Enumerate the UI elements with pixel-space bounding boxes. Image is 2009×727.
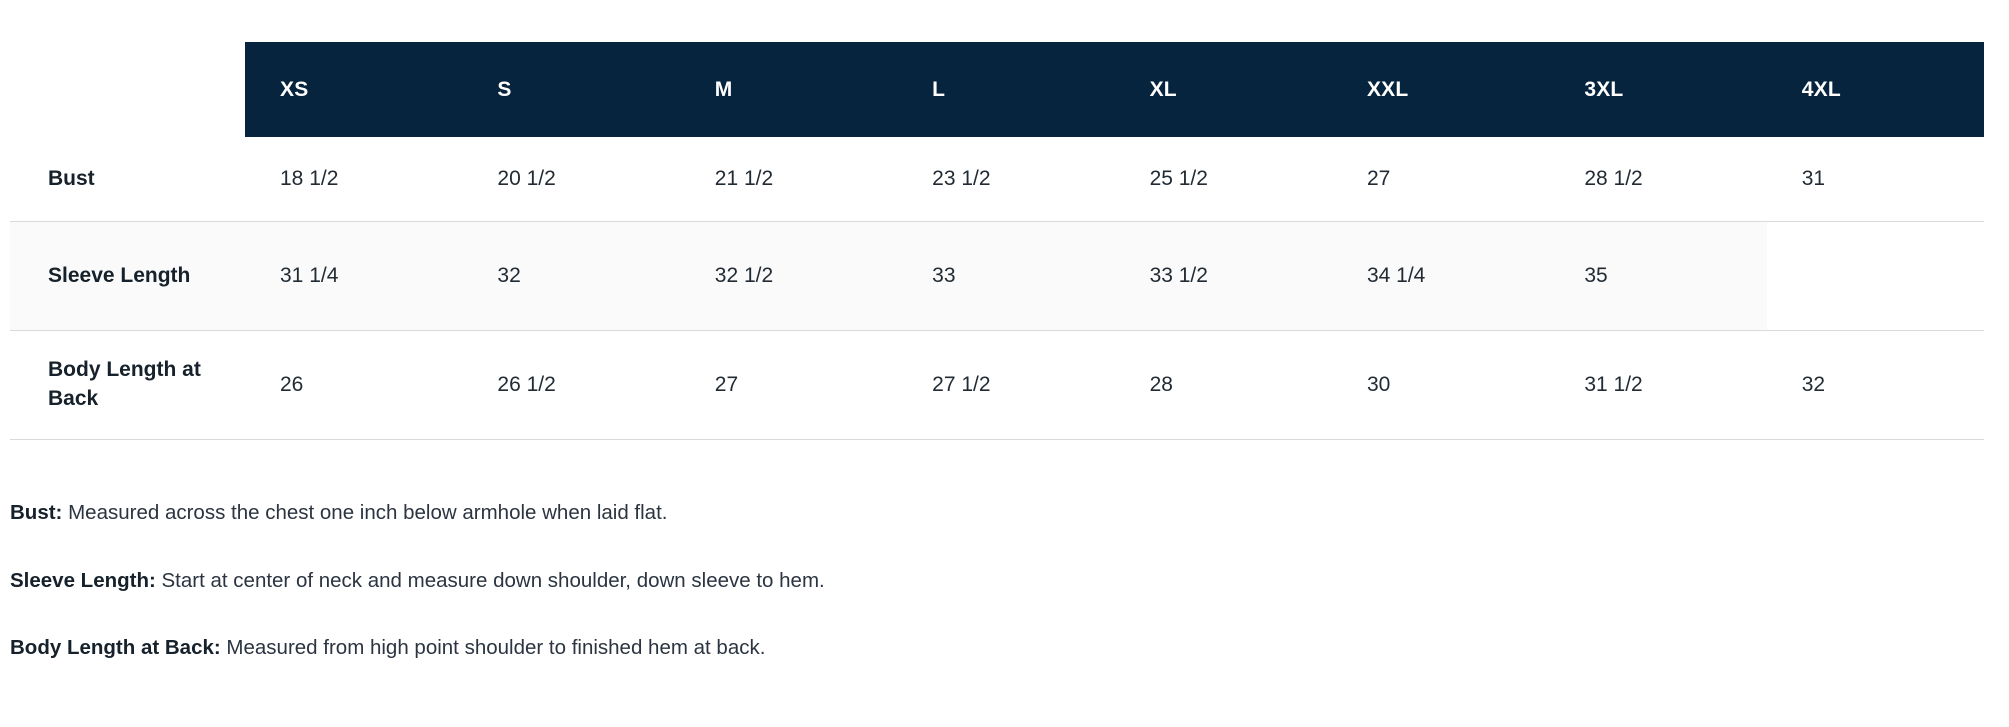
row-label-body-length-at-back: Body Length at Back [48,358,201,410]
cell-body-length-xs: 26 [280,372,304,396]
header-row: XS S M L XL XXL 3XL 4XL [10,42,1985,137]
note-term-body-length-at-back: Body Length at Back: [10,636,221,660]
cell-sleeve-xs: 31 1/4 [280,263,339,287]
size-chart-table: XS S M L XL XXL 3XL 4XL Bust 18 1/2 20 1… [10,42,1985,440]
note-term-sleeve-length: Sleeve Length: [10,568,156,592]
cell-body-length-s: 26 1/2 [497,372,556,396]
table-header: XS S M L XL XXL 3XL 4XL [10,42,1985,137]
cell-bust-xxl: 27 [1366,166,1391,190]
cell-body-length-m: 27 [714,372,739,396]
column-header-l: L [897,42,1115,137]
note-text-sleeve-length: Start at center of neck and measure down… [155,568,825,592]
cell-body-length-xxl: 30 [1366,372,1391,396]
table-row: Body Length at Back 26 26 1/2 27 27 1/2 … [10,331,1985,440]
column-header-xs: XS [245,42,463,137]
cell-bust-m: 21 1/2 [714,166,774,190]
note-bust: Bust: Measured across the chest one inch… [10,498,1910,528]
column-header-xxl: XXL [1331,42,1550,137]
cell-sleeve-l: 33 [932,263,956,287]
cell-sleeve-s: 32 [497,263,521,287]
table-body: Bust 18 1/2 20 1/2 21 1/2 23 1/2 25 1/2 … [10,137,1985,440]
measurement-notes: Bust: Measured across the chest one inch… [10,498,1910,663]
cell-body-length-l: 27 1/2 [932,372,991,396]
cell-sleeve-3xl: 35 [1584,263,1608,287]
cell-body-length-3xl: 31 1/2 [1584,372,1643,396]
cell-bust-3xl: 28 1/2 [1584,166,1643,190]
cell-bust-4xl: 31 [1801,166,1826,190]
cell-sleeve-4xl [1766,221,1985,331]
cell-bust-l: 23 1/2 [932,166,991,190]
cell-bust-s: 20 1/2 [497,166,556,190]
column-header-m: M [679,42,898,137]
cell-sleeve-m: 32 1/2 [714,263,774,287]
column-header-4xl: 4XL [1766,42,1985,137]
cell-bust-xs: 18 1/2 [280,166,339,190]
column-header-3xl: 3XL [1549,42,1767,137]
table-row: Bust 18 1/2 20 1/2 21 1/2 23 1/2 25 1/2 … [10,137,1985,222]
table-row: Sleeve Length 31 1/4 32 32 1/2 33 33 1/2… [10,221,1985,331]
measurement-column-header [10,42,245,137]
cell-sleeve-xxl: 34 1/4 [1366,263,1426,287]
column-header-s: S [462,42,680,137]
row-label-bust: Bust [48,166,95,190]
column-header-xl: XL [1114,42,1332,137]
row-label-sleeve-length: Sleeve Length [48,263,191,287]
note-body-length-at-back: Body Length at Back: Measured from high … [10,633,1910,663]
note-term-bust: Bust: [10,501,63,524]
note-sleeve-length: Sleeve Length: Start at center of neck a… [10,566,1910,596]
cell-body-length-4xl: 32 [1801,372,1826,396]
cell-bust-xl: 25 1/2 [1149,166,1208,190]
note-text-body-length-at-back: Measured from high point shoulder to fin… [220,636,766,660]
cell-sleeve-xl: 33 1/2 [1149,263,1208,287]
cell-body-length-xl: 28 [1149,372,1173,396]
note-text-bust: Measured across the chest one inch below… [62,501,668,524]
